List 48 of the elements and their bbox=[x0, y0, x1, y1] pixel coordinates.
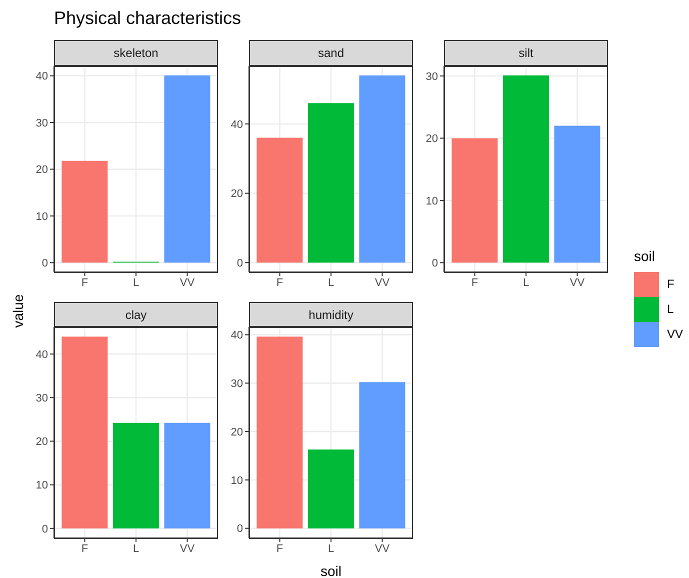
chart-subtitle: clay bbox=[54, 302, 218, 327]
x-tick-label: L bbox=[328, 542, 334, 555]
x-axis-title: soil bbox=[320, 563, 342, 578]
chart-subtitle: humidity bbox=[249, 302, 413, 327]
y-tick-label: 0 bbox=[432, 258, 438, 270]
y-tick-label: 10 bbox=[36, 210, 48, 223]
y-tick-label: 40 bbox=[36, 348, 48, 361]
y-tick-label: 10 bbox=[426, 195, 438, 208]
x-tick-label: VV bbox=[374, 276, 390, 289]
legend-label: L bbox=[667, 302, 674, 316]
x-tick-label: F bbox=[276, 276, 284, 289]
x-tick-label: L bbox=[328, 276, 334, 289]
x-tick-label: F bbox=[471, 276, 478, 289]
y-tick-label: 20 bbox=[230, 188, 243, 200]
y-tick-label: 0 bbox=[42, 523, 48, 536]
chart-subtitle: silt bbox=[444, 40, 608, 66]
x-tick-label: L bbox=[132, 542, 140, 555]
y-tick-label: 10 bbox=[36, 480, 48, 492]
y-tick-label: 0 bbox=[236, 523, 243, 536]
y-tick-label: 20 bbox=[230, 426, 243, 438]
y-tick-label: 40 bbox=[36, 70, 48, 83]
x-tick-label: VV bbox=[374, 542, 390, 555]
y-tick-label: 40 bbox=[230, 118, 243, 131]
y-tick-label: 20 bbox=[426, 133, 438, 146]
chart-subtitle: skeleton bbox=[54, 40, 218, 66]
x-tick-label: F bbox=[81, 542, 88, 555]
x-tick-label: VV bbox=[570, 276, 586, 289]
legend-label: VV bbox=[667, 326, 684, 341]
y-tick-label: 0 bbox=[236, 258, 243, 270]
x-tick-label: F bbox=[276, 542, 284, 555]
x-tick-label: L bbox=[132, 276, 140, 289]
y-tick-label: 10 bbox=[230, 474, 243, 487]
y-tick-label: 30 bbox=[36, 392, 48, 405]
y-tick-label: 20 bbox=[36, 164, 48, 176]
x-tick-label: F bbox=[81, 276, 88, 289]
x-tick-label: VV bbox=[180, 276, 196, 289]
y-axis-title: value bbox=[10, 294, 26, 328]
y-tick-label: 40 bbox=[230, 330, 243, 342]
x-tick-label: L bbox=[522, 276, 530, 289]
x-tick-label: VV bbox=[180, 542, 196, 555]
y-tick-label: 30 bbox=[36, 117, 48, 130]
chart-title: Physical characteristics bbox=[54, 8, 242, 29]
legend-title: soil bbox=[634, 248, 656, 264]
chart-subtitle: sand bbox=[249, 40, 413, 66]
y-tick-label: 20 bbox=[36, 436, 48, 448]
y-tick-label: 0 bbox=[42, 258, 48, 270]
y-tick-label: 30 bbox=[230, 378, 243, 390]
y-tick-label: 30 bbox=[426, 70, 438, 83]
